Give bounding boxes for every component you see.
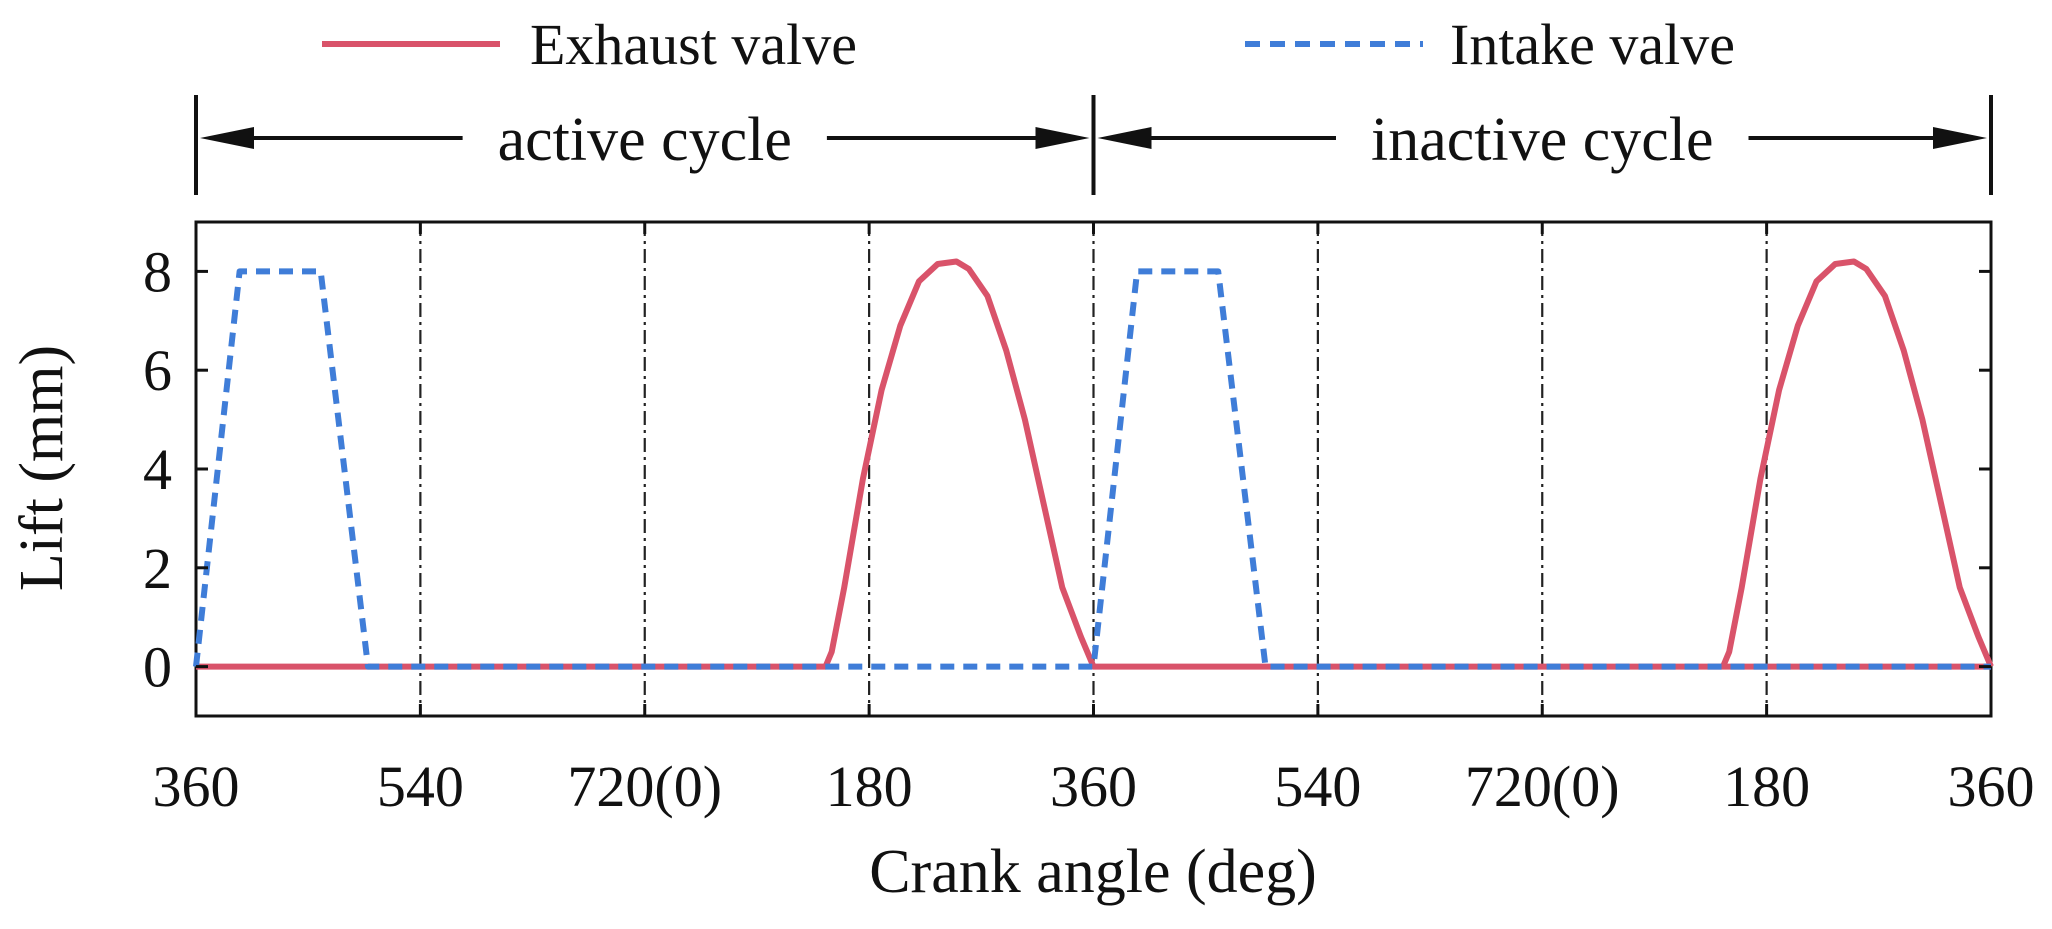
series-exhaust-valve-2nd-cycle-line (1720, 258, 1994, 668)
x-tick-label-0: 360 (153, 754, 240, 819)
legend: Exhaust valve Intake valve (322, 12, 1735, 77)
y-tick-label-1: 2 (143, 536, 172, 601)
cycle-annotations: active cycle inactive cycle (194, 95, 1993, 195)
legend-label-intake: Intake valve (1450, 12, 1735, 77)
legend-label-exhaust: Exhaust valve (530, 12, 857, 77)
active-cycle-right-arrowhead (1035, 127, 1090, 149)
x-axis: 360 540 720(0) 180 360 540 720(0) 180 360 (153, 222, 2035, 819)
inactive-cycle-right-arrowhead (1933, 127, 1987, 149)
x-axis-title: Crank angle (deg) (869, 838, 1317, 906)
phase-lines (419, 222, 1768, 716)
series-intake-valve-line (193, 268, 1991, 670)
y-axis: 0 2 4 6 8 (143, 239, 1991, 700)
x-tick-label-8: 360 (1948, 754, 2035, 819)
x-tick-label-4: 360 (1050, 754, 1137, 819)
y-axis-title: Lift (mm) (8, 345, 76, 591)
series-layer (193, 258, 1994, 670)
y-tick-label-3: 6 (143, 338, 172, 403)
series-exhaust-valve-line (196, 258, 1991, 670)
x-tick-label-2: 720(0) (567, 754, 722, 819)
x-tick-label-6: 720(0) (1465, 754, 1620, 819)
x-tick-label-7: 180 (1723, 754, 1810, 819)
inactive-cycle-left-arrowhead (1097, 127, 1152, 149)
x-tick-label-1: 540 (377, 754, 464, 819)
y-tick-label-4: 8 (143, 239, 172, 304)
inactive-cycle-label: inactive cycle (1371, 106, 1714, 174)
y-tick-label-0: 0 (143, 635, 172, 700)
x-tick-label-3: 180 (826, 754, 913, 819)
y-tick-label-2: 4 (143, 437, 172, 502)
active-cycle-left-arrowhead (200, 127, 254, 149)
x-tick-label-5: 540 (1274, 754, 1361, 819)
active-cycle-label: active cycle (498, 106, 792, 174)
